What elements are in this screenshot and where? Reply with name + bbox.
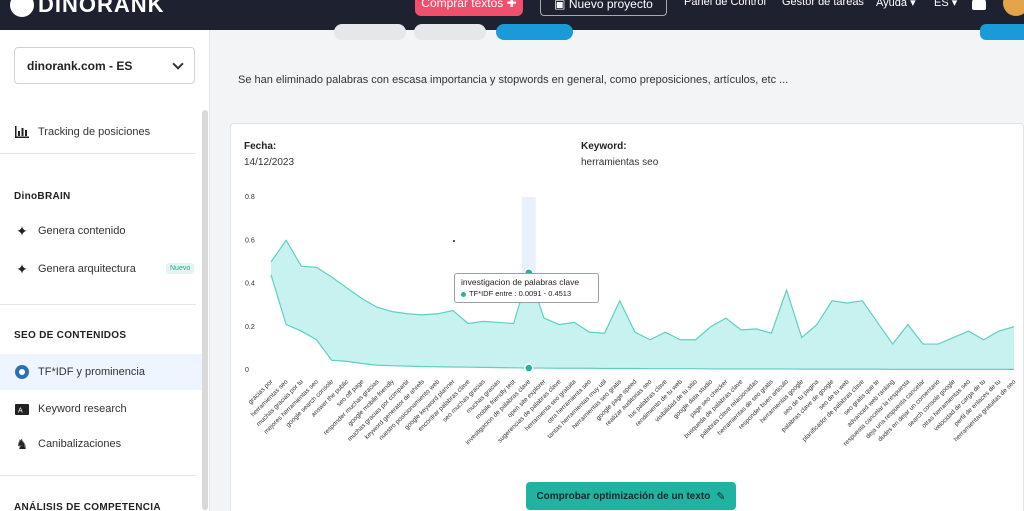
pencil-icon: ✎ <box>716 490 726 503</box>
series-min-line <box>270 274 1014 370</box>
chart-card: Fecha: 14/12/2023 Keyword: herramientas … <box>230 123 1024 511</box>
keyword-label: Keyword: <box>581 141 627 152</box>
section-dinobrain: DinoBRAIN <box>14 191 71 202</box>
sparkle-icon: ✦ <box>16 260 28 277</box>
sidebar-item-label: Tracking de posiciones <box>38 126 151 138</box>
tooltip-title: investigacion de palabras clave <box>461 277 580 287</box>
bell-icon[interactable] <box>972 0 986 10</box>
svg-text:A: A <box>18 407 23 414</box>
new-project-label: Nuevo proyecto <box>568 0 653 11</box>
sidebar-item-generate-architecture[interactable]: ✦ Genera arquitectura <box>14 261 136 277</box>
y-tick-label: 0.6 <box>245 237 255 244</box>
caret-down-icon: ▾ <box>951 0 958 9</box>
chevron-down-icon <box>172 57 184 70</box>
sparkle-icon: ✦ <box>16 222 28 239</box>
logo[interactable]: DINORANK <box>10 0 165 18</box>
main-content: Se han eliminado palabras con escasa imp… <box>210 24 1024 511</box>
tab-pill-active[interactable] <box>496 24 573 40</box>
check-optimization-label: Comprobar optimización de un texto <box>536 490 711 502</box>
cannibal-icon: ♞ <box>15 435 29 452</box>
sidebar-item-label: Genera contenido <box>38 225 126 237</box>
date-value: 14/12/2023 <box>244 157 295 168</box>
new-project-button[interactable]: ▣ Nuevo proyecto <box>540 0 667 16</box>
highlight-point-min[interactable] <box>524 363 534 373</box>
logo-text: DINORANK <box>38 0 165 17</box>
tooltip-text: TF*IDF entre : 0.0091 - 0.4513 <box>461 289 592 298</box>
divider <box>0 475 196 476</box>
divider <box>0 304 196 305</box>
date-label: Fecha: <box>244 141 277 152</box>
sidebar-scrollbar[interactable] <box>202 110 208 510</box>
keyword-icon: A <box>14 401 30 417</box>
series-dot-icon <box>461 291 466 297</box>
section-competition: ANÁLISIS DE COMPETENCIA <box>14 502 161 511</box>
keyword-value: herramientas seo <box>581 157 659 168</box>
language-menu[interactable]: ES ▾ <box>934 0 957 9</box>
avatar[interactable] <box>1003 0 1024 16</box>
y-tick-label: 0.8 <box>245 194 255 201</box>
task-manager-link[interactable]: Gestor de tareas <box>782 0 864 8</box>
caret-down-icon: ▾ <box>910 0 916 9</box>
stray-dot <box>453 240 455 242</box>
chart-tooltip: investigacion de palabras clave TF*IDF e… <box>454 273 599 303</box>
site-select-value: dinorank.com - ES <box>27 58 133 73</box>
sidebar-item-label: Keyword research <box>38 403 127 415</box>
buy-texts-button[interactable]: Comprar textos ✚ <box>415 0 523 16</box>
stopwords-notice: Se han eliminado palabras con escasa imp… <box>238 74 789 86</box>
tfidf-icon <box>14 364 30 380</box>
language-label: ES <box>934 0 949 9</box>
sidebar: dinorank.com - ES Tracking de posiciones… <box>0 30 210 511</box>
sidebar-item-tracking[interactable]: Tracking de posiciones <box>14 124 150 140</box>
sidebar-item-keyword-research[interactable]: A Keyword research <box>14 401 127 417</box>
section-seo-contenidos: SEO DE CONTENIDOS <box>14 330 127 341</box>
sidebar-item-tfidf[interactable]: TF*IDF y prominencia <box>14 364 145 380</box>
buy-texts-label: Comprar textos <box>421 0 504 10</box>
sidebar-item-label: Canibalizaciones <box>38 438 122 450</box>
site-select[interactable]: dinorank.com - ES <box>14 47 195 84</box>
sidebar-item-generate-content[interactable]: ✦ Genera contenido <box>14 223 125 239</box>
tab-pill[interactable] <box>334 24 406 40</box>
check-optimization-button[interactable]: Comprobar optimización de un texto ✎ <box>526 482 736 510</box>
sidebar-item-cannibalization[interactable]: ♞ Canibalizaciones <box>14 436 121 452</box>
y-tick-label: 0.4 <box>245 281 255 288</box>
divider <box>0 153 196 154</box>
active-item-highlight <box>0 354 202 390</box>
new-badge: Nuevo <box>166 263 195 274</box>
y-tick-label: 0 <box>245 367 249 374</box>
tfidf-range-area <box>271 240 1014 370</box>
control-panel-link[interactable]: Panel de Control <box>684 0 766 8</box>
action-button[interactable] <box>980 24 1024 40</box>
bar-chart-icon <box>14 124 30 140</box>
tooltip-value: TF*IDF entre : 0.0091 - 0.4513 <box>469 289 572 298</box>
cart-icon: ✚ <box>506 0 517 10</box>
dino-logo-icon <box>10 0 34 17</box>
help-label: Ayuda <box>876 0 907 9</box>
sidebar-item-label: TF*IDF y prominencia <box>38 366 145 378</box>
series-max-line <box>270 239 1015 346</box>
sidebar-item-label: Genera arquitectura <box>38 263 136 275</box>
y-tick-label: 0.2 <box>245 324 255 331</box>
tab-pill[interactable] <box>414 24 486 40</box>
help-menu[interactable]: Ayuda ▾ <box>876 0 916 9</box>
plus-icon: ▣ <box>554 0 566 11</box>
